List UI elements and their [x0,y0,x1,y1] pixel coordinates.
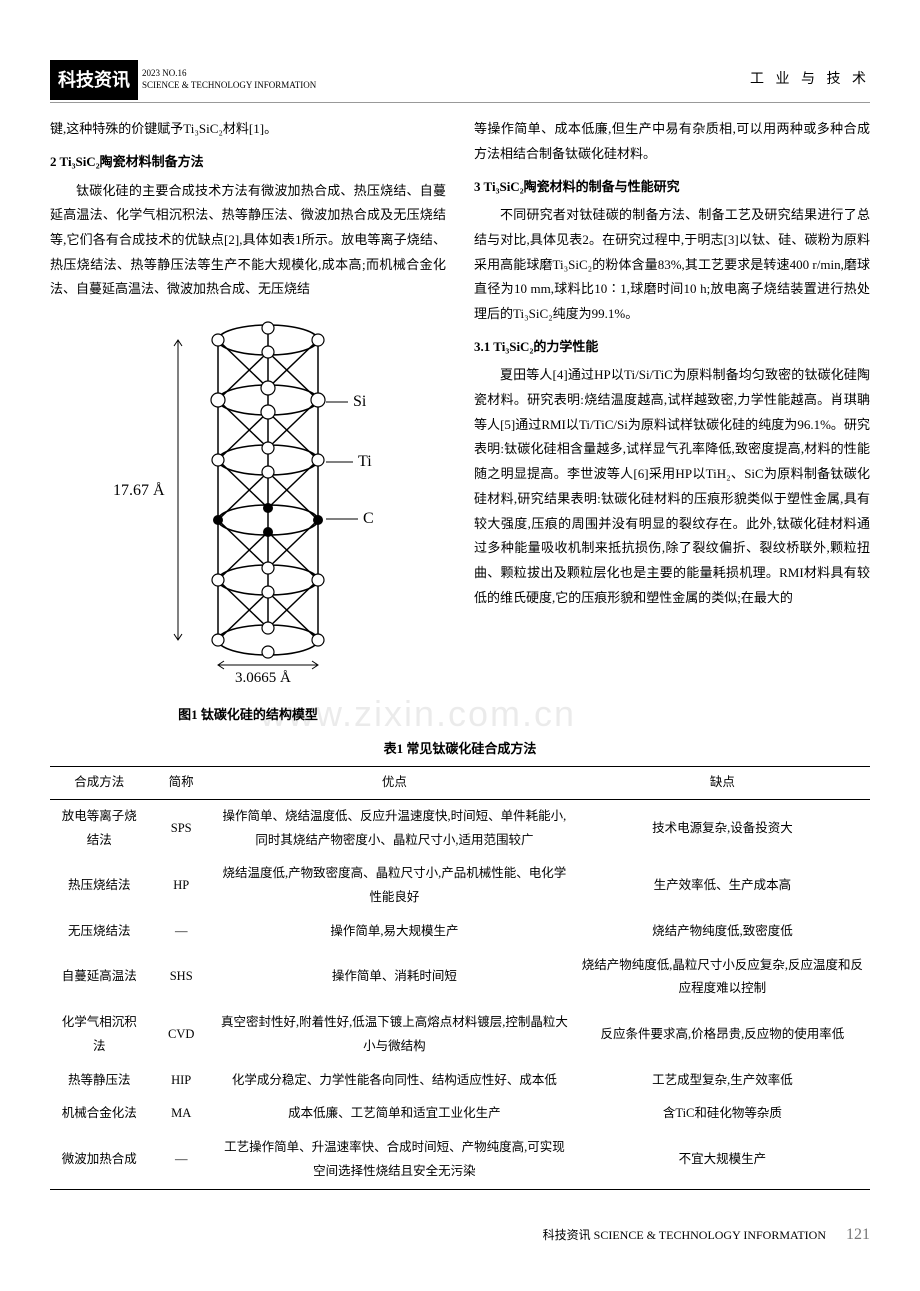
table-cell: 烧结产物纯度低,致密度低 [575,915,870,949]
table-row: 机械合金化法MA成本低廉、工艺简单和适宜工业化生产含TiC和硅化物等杂质 [50,1097,870,1131]
paragraph: 不同研究者对钛硅碳的制备方法、制备工艺及研究结果进行了总结与对比,具体见表2。在… [474,203,870,326]
table-cell: 烧结温度低,产物致密度高、晶粒尺寸小,产品机械性能、电化学性能良好 [214,857,575,915]
table-cell: 含TiC和硅化物等杂质 [575,1097,870,1131]
table-row: 自蔓延高温法SHS操作简单、消耗时间短烧结产物纯度低,晶粒尺寸小反应复杂,反应温… [50,949,870,1007]
issue-subline: SCIENCE & TECHNOLOGY INFORMATION [142,80,316,92]
figure-1: Si Ti C 17.67 Å 3.0665 Å 图1 钛碳化硅的结构模型 [50,310,446,727]
table-cell: 热等静压法 [50,1064,148,1098]
footer-journal: 科技资讯 SCIENCE & TECHNOLOGY INFORMATION [543,1224,826,1247]
right-column: 等操作简单、成本低廉,但生产中易有杂质相,可以用两种或多种合成方法相结合制备钛碳… [474,117,870,727]
svg-text:Si: Si [353,393,367,410]
table-1: 表1 常见钛碳化硅合成方法 合成方法 简称 优点 缺点 放电等离子烧结法SPS操… [50,737,870,1189]
table-row: 热等静压法HIP化学成分稳定、力学性能各向同性、结构适应性好、成本低工艺成型复杂… [50,1064,870,1098]
table-header-row: 合成方法 简称 优点 缺点 [50,767,870,800]
table-cell: CVD [148,1006,214,1064]
structure-diagram: Si Ti C 17.67 Å 3.0665 Å [108,310,388,690]
content-columns: 键,这种特殊的价键赋予Ti₃SiC₂材料[1]。 2 Ti₃SiC₂陶瓷材料制备… [50,117,870,727]
table-cell: — [148,1131,214,1189]
table-cell: 自蔓延高温法 [50,949,148,1007]
journal-info: 2023 NO.16 SCIENCE & TECHNOLOGY INFORMAT… [142,68,316,91]
paragraph: 夏田等人[4]通过HP以Ti/Si/TiC为原料制备均匀致密的钛碳化硅陶瓷材料。… [474,363,870,610]
paragraph: 键,这种特殊的价键赋予Ti₃SiC₂材料[1]。 [50,117,446,142]
page-header: 科技资讯 2023 NO.16 SCIENCE & TECHNOLOGY INF… [50,60,870,103]
table-cell: MA [148,1097,214,1131]
table-cell: 放电等离子烧结法 [50,799,148,857]
left-column: 键,这种特殊的价键赋予Ti₃SiC₂材料[1]。 2 Ti₃SiC₂陶瓷材料制备… [50,117,446,727]
paragraph: 等操作简单、成本低廉,但生产中易有杂质相,可以用两种或多种合成方法相结合制备钛碳… [474,117,870,166]
page-footer: 科技资讯 SCIENCE & TECHNOLOGY INFORMATION 12… [50,1220,870,1250]
table-row: 微波加热合成—工艺操作简单、升温速率快、合成时间短、产物纯度高,可实现空间选择性… [50,1131,870,1189]
page-number: 121 [846,1220,870,1250]
paragraph: 钛碳化硅的主要合成技术方法有微波加热合成、热压烧结、自蔓延高温法、化学气相沉积法… [50,179,446,302]
table-cell: 技术电源复杂,设备投资大 [575,799,870,857]
svg-text:3.0665 Å: 3.0665 Å [235,670,291,686]
svg-text:Ti: Ti [358,453,372,470]
table-cell: HIP [148,1064,214,1098]
figure-caption: 图1 钛碳化硅的结构模型 [50,703,446,728]
section-heading: 3 Ti₃SiC₂陶瓷材料的制备与性能研究 [474,175,870,200]
table-cell: 热压烧结法 [50,857,148,915]
col-header: 缺点 [575,767,870,800]
synthesis-methods-table: 合成方法 简称 优点 缺点 放电等离子烧结法SPS操作简单、烧结温度低、反应升温… [50,766,870,1190]
table-cell: 操作简单、消耗时间短 [214,949,575,1007]
table-cell: 不宜大规模生产 [575,1131,870,1189]
table-row: 热压烧结法HP烧结温度低,产物致密度高、晶粒尺寸小,产品机械性能、电化学性能良好… [50,857,870,915]
journal-title: 科技资讯 [50,60,138,100]
table-row: 化学气相沉积法CVD真空密封性好,附着性好,低温下镀上高熔点材料镀层,控制晶粒大… [50,1006,870,1064]
table-cell: 化学成分稳定、力学性能各向同性、结构适应性好、成本低 [214,1064,575,1098]
table-cell: 烧结产物纯度低,晶粒尺寸小反应复杂,反应温度和反应程度难以控制 [575,949,870,1007]
table-cell: HP [148,857,214,915]
table-cell: — [148,915,214,949]
subsection-heading: 3.1 Ti₃SiC₂的力学性能 [474,335,870,360]
table-cell: 微波加热合成 [50,1131,148,1189]
col-header: 简称 [148,767,214,800]
col-header: 优点 [214,767,575,800]
col-header: 合成方法 [50,767,148,800]
header-left: 科技资讯 2023 NO.16 SCIENCE & TECHNOLOGY INF… [50,60,316,100]
table-cell: 机械合金化法 [50,1097,148,1131]
table-cell: 工艺成型复杂,生产效率低 [575,1064,870,1098]
table-cell: 化学气相沉积法 [50,1006,148,1064]
table-cell: 操作简单、烧结温度低、反应升温速度快,时间短、单件耗能小,同时其烧结产物密度小、… [214,799,575,857]
section-heading: 2 Ti₃SiC₂陶瓷材料制备方法 [50,150,446,175]
table-cell: SHS [148,949,214,1007]
issue-line: 2023 NO.16 [142,68,316,80]
table-title: 表1 常见钛碳化硅合成方法 [50,737,870,762]
table-row: 放电等离子烧结法SPS操作简单、烧结温度低、反应升温速度快,时间短、单件耗能小,… [50,799,870,857]
table-cell: 无压烧结法 [50,915,148,949]
table-cell: 生产效率低、生产成本高 [575,857,870,915]
table-cell: SPS [148,799,214,857]
table-row: 无压烧结法—操作简单,易大规模生产烧结产物纯度低,致密度低 [50,915,870,949]
svg-text:C: C [363,510,374,527]
table-cell: 反应条件要求高,价格昂贵,反应物的使用率低 [575,1006,870,1064]
table-cell: 操作简单,易大规模生产 [214,915,575,949]
table-cell: 成本低廉、工艺简单和适宜工业化生产 [214,1097,575,1131]
svg-text:17.67 Å: 17.67 Å [113,481,165,499]
category-label: 工 业 与 技 术 [750,67,870,94]
table-cell: 真空密封性好,附着性好,低温下镀上高熔点材料镀层,控制晶粒大小与微结构 [214,1006,575,1064]
table-cell: 工艺操作简单、升温速率快、合成时间短、产物纯度高,可实现空间选择性烧结且安全无污… [214,1131,575,1189]
